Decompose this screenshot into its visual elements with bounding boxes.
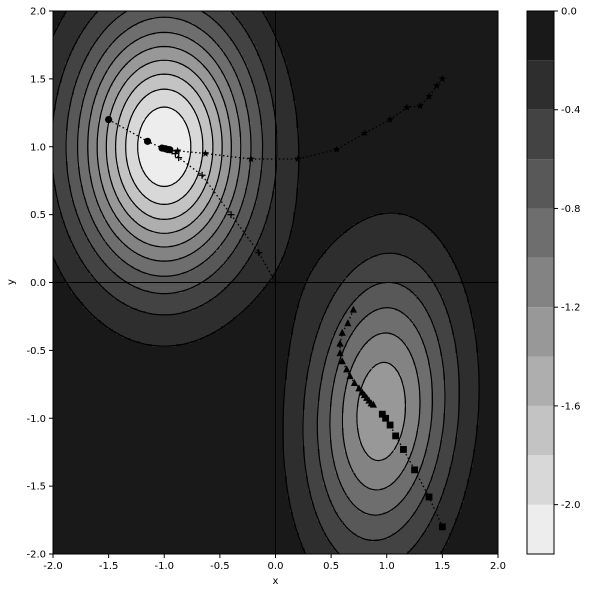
plot-area — [53, 11, 501, 555]
